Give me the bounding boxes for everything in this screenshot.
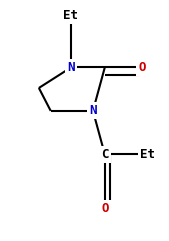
Text: Et: Et xyxy=(64,9,78,22)
Text: C: C xyxy=(101,148,108,161)
Text: Et: Et xyxy=(140,148,155,161)
Text: N: N xyxy=(89,104,97,117)
Text: N: N xyxy=(67,61,75,74)
Text: O: O xyxy=(139,61,146,74)
Text: O: O xyxy=(101,202,108,215)
